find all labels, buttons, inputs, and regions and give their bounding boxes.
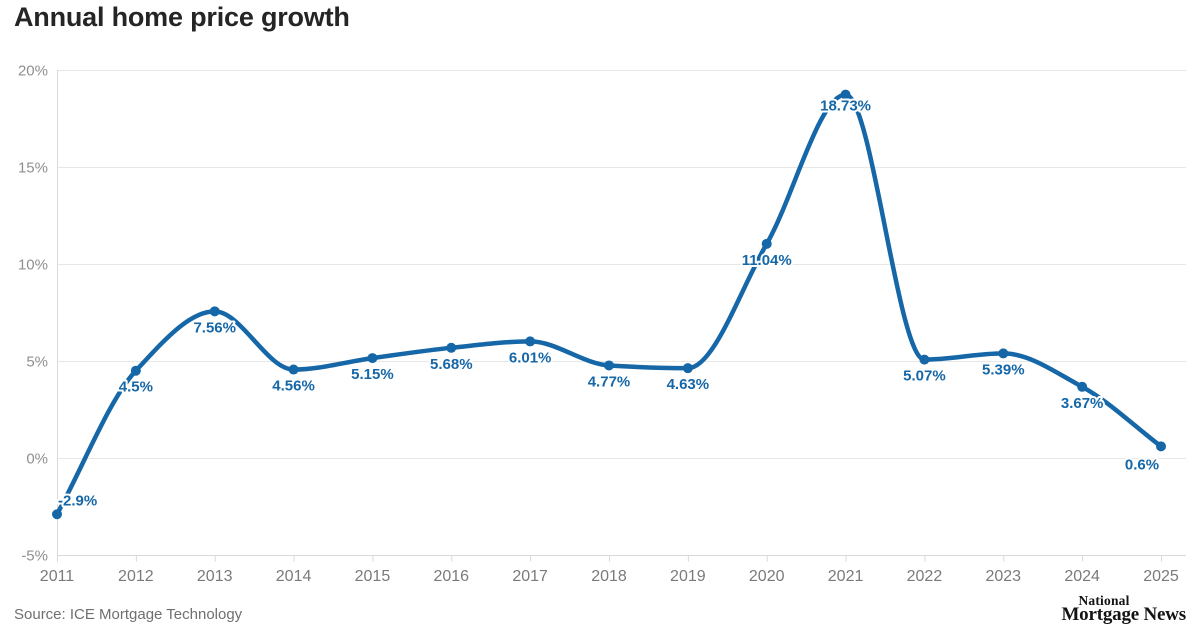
axis-lines: [57, 70, 1162, 562]
y-tick-label: 5%: [26, 354, 48, 371]
data-point-label: 0.6%: [1125, 456, 1159, 473]
data-point: [525, 336, 536, 347]
data-point: [209, 306, 220, 317]
x-tick-label: 2012: [118, 568, 154, 585]
data-point-label: 4.63%: [667, 376, 710, 393]
data-point-label: 11.04%: [742, 252, 792, 269]
data-point-label: 6.01%: [509, 349, 552, 366]
data-point-label: 4.77%: [588, 373, 631, 390]
x-tick-label: 2025: [1143, 568, 1179, 585]
x-axis-labels: 2011 2012 2013 2014 2015 2016 2017 2018 2019 2020…: [40, 568, 1179, 585]
data-point: [919, 354, 930, 365]
data-labels: -2.9% 4.5% 7.56% 4.56% 5.15% 5.68% 6.01% 4.77% 4…: [56, 96, 1161, 512]
data-point: [1156, 441, 1166, 452]
y-tick-label: 15%: [18, 160, 48, 177]
y-tick-label: -5%: [21, 548, 48, 565]
x-tick-label: 2014: [276, 568, 312, 585]
data-point: [367, 353, 378, 364]
source-attribution: Source: ICE Mortgage Technology: [14, 606, 243, 623]
data-point: [682, 363, 693, 374]
data-point: [840, 89, 851, 100]
x-tick-label: 2013: [197, 568, 233, 585]
data-point-label: 7.56%: [193, 319, 236, 336]
chart-title: Annual home price growth: [14, 2, 350, 32]
y-tick-label: 0%: [26, 451, 48, 468]
data-point-label: 5.39%: [982, 361, 1025, 378]
x-tick-label: 2023: [985, 568, 1021, 585]
x-tick-label: 2019: [670, 568, 706, 585]
publisher-logo: National Mortgage News: [1061, 593, 1186, 625]
publisher-logo-line1: National: [1078, 593, 1130, 609]
data-point: [446, 342, 457, 353]
x-tick-label: 2020: [749, 568, 785, 585]
data-point-label: 5.15%: [351, 366, 394, 383]
data-point-label: 4.56%: [272, 378, 315, 395]
data-point: [130, 365, 141, 376]
data-point-label: 5.68%: [430, 356, 473, 373]
x-tick-label: 2024: [1064, 568, 1100, 585]
data-point-label: 4.5%: [119, 379, 153, 396]
data-point: [761, 238, 772, 249]
x-tick-label: 2021: [828, 568, 864, 585]
data-point-label: 3.67%: [1061, 395, 1104, 412]
data-point: [604, 360, 614, 371]
data-point-label: -2.9%: [58, 492, 97, 509]
x-tick-label: 2011: [40, 568, 75, 585]
x-tick-label: 2016: [433, 568, 469, 585]
data-point: [1077, 381, 1088, 392]
data-points: [52, 89, 1166, 520]
y-tick-label: 10%: [18, 257, 48, 274]
y-tick-label: 20%: [18, 63, 48, 80]
publisher-logo-line2: Mortgage News: [1061, 603, 1186, 625]
x-tick-label: 2017: [512, 568, 548, 585]
data-point: [288, 364, 299, 375]
data-point: [998, 348, 1009, 359]
data-point-label: 18.73%: [820, 98, 871, 115]
y-axis-labels: 20% 15% 10% 5% 0% -5%: [18, 63, 48, 565]
data-point: [52, 509, 62, 520]
x-tick-label: 2018: [591, 568, 627, 585]
x-tick-label: 2015: [355, 568, 391, 585]
data-point-label: 5.07%: [903, 368, 946, 385]
price-growth-line: [54, 92, 1164, 517]
x-tick-label: 2022: [907, 568, 943, 585]
grid-lines: [57, 70, 1186, 556]
